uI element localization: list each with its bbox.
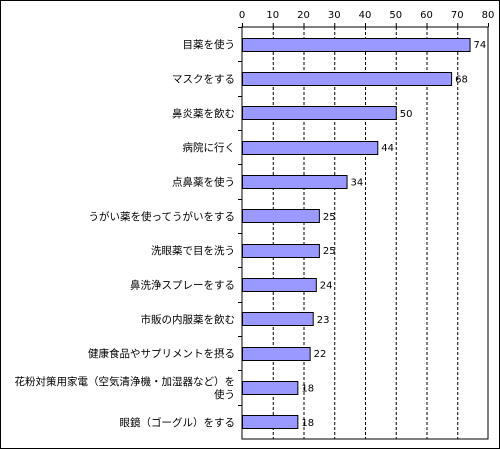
data-label: 44	[381, 143, 394, 154]
bar	[242, 415, 299, 429]
bar	[242, 312, 314, 326]
data-label: 68	[455, 75, 468, 86]
bar	[242, 244, 320, 258]
x-tick-label: 50	[389, 10, 402, 21]
data-label: 25	[323, 246, 336, 257]
x-tick-label: 80	[482, 10, 495, 21]
data-label: 24	[320, 281, 333, 292]
data-label: 18	[301, 418, 314, 429]
bar	[242, 381, 299, 395]
bar	[242, 347, 311, 361]
data-label: 25	[323, 212, 336, 223]
category-label: 眼鏡（ゴーグル）をする	[120, 416, 236, 429]
category-label: マスクをする	[172, 74, 235, 86]
data-label: 18	[301, 384, 314, 395]
category-label: 病院に行く	[183, 141, 236, 154]
x-tick-label: 60	[420, 10, 433, 21]
bar	[242, 38, 471, 52]
category-label: 鼻炎薬を飲む	[172, 107, 235, 120]
bar	[242, 141, 379, 155]
bar	[242, 278, 317, 292]
data-label: 74	[474, 40, 487, 51]
category-label: うがい薬を使ってうがいをする	[89, 210, 235, 223]
data-label: 23	[317, 315, 330, 326]
x-tick-label: 40	[359, 10, 372, 21]
data-label: 50	[400, 109, 413, 120]
category-label: 使う	[214, 388, 235, 401]
bar	[242, 106, 397, 120]
x-tick-label: 30	[328, 10, 341, 21]
x-tick-label: 10	[266, 10, 279, 21]
category-label: 市販の内服薬を飲む	[141, 313, 236, 326]
category-label: 洗眼薬で目を洗う	[151, 245, 235, 257]
data-label: 22	[314, 349, 327, 360]
data-label: 34	[351, 178, 364, 189]
bar	[242, 175, 348, 189]
x-tick-label: 0	[239, 10, 245, 21]
category-label: 健康食品やサプリメントを摂る	[88, 347, 235, 360]
bar	[242, 209, 320, 223]
bar	[242, 72, 453, 86]
category-label: 花粉対策用家電（空気清浄機・加湿器など）を	[15, 375, 236, 388]
category-label: 点鼻薬を使う	[172, 176, 235, 189]
x-tick-label: 70	[451, 10, 464, 21]
x-tick-label: 20	[297, 10, 310, 21]
category-label: 目薬を使う	[183, 38, 236, 51]
category-label: 鼻洗浄スプレーをする	[130, 279, 235, 292]
